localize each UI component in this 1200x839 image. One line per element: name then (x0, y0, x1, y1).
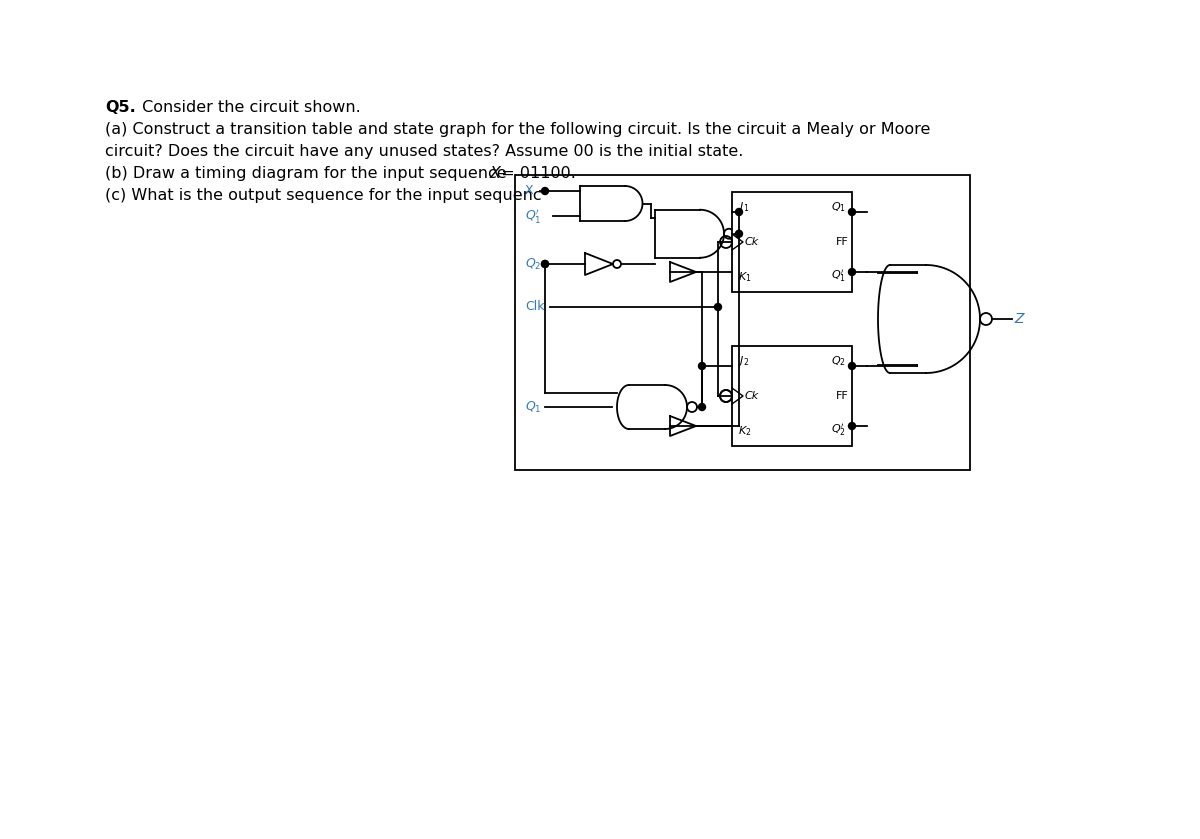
Text: Z: Z (1014, 312, 1024, 326)
Text: (c) What is the output sequence for the input sequenc: (c) What is the output sequence for the … (106, 188, 541, 203)
Bar (732, 346, 852, 446)
Circle shape (698, 404, 706, 410)
Circle shape (714, 304, 721, 310)
Bar (732, 192, 852, 292)
Text: (a) Construct a transition table and state graph for the following circuit. Is t: (a) Construct a transition table and sta… (106, 122, 930, 137)
Text: Q5.: Q5. (106, 100, 136, 115)
Text: $Q_1$: $Q_1$ (526, 399, 541, 414)
Circle shape (736, 230, 743, 237)
Text: FF: FF (836, 237, 850, 247)
Circle shape (736, 209, 743, 216)
Text: X: X (490, 166, 502, 181)
Text: circuit? Does the circuit have any unused states? Assume 00 is the initial state: circuit? Does the circuit have any unuse… (106, 144, 743, 159)
Text: $Q_1$: $Q_1$ (832, 200, 846, 214)
Circle shape (848, 268, 856, 275)
Text: (b) Draw a timing diagram for the input sequence: (b) Draw a timing diagram for the input … (106, 166, 511, 181)
Text: $Q_1'$: $Q_1'$ (832, 268, 846, 284)
Text: = 01100.: = 01100. (498, 166, 576, 181)
Circle shape (848, 362, 856, 369)
Text: Ck: Ck (745, 391, 760, 401)
Text: $Q_2$: $Q_2$ (832, 354, 846, 367)
Circle shape (698, 362, 706, 369)
Text: $K_1$: $K_1$ (738, 270, 751, 284)
Circle shape (541, 260, 548, 268)
Text: $J_2$: $J_2$ (738, 354, 749, 368)
Circle shape (848, 209, 856, 216)
Text: $Q_2'$: $Q_2'$ (832, 422, 846, 438)
Circle shape (848, 423, 856, 430)
Text: Ck: Ck (745, 237, 760, 247)
Bar (515, 175, 970, 470)
Text: X: X (526, 185, 534, 197)
Text: $J_1$: $J_1$ (738, 200, 749, 214)
Text: Clk: Clk (526, 300, 545, 314)
Text: $K_2$: $K_2$ (738, 425, 751, 438)
Text: $Q_1'$: $Q_1'$ (526, 207, 541, 225)
Circle shape (541, 187, 548, 195)
Text: $Q_2$: $Q_2$ (526, 257, 541, 272)
Text: FF: FF (836, 391, 850, 401)
Circle shape (541, 260, 548, 268)
Text: Consider the circuit shown.: Consider the circuit shown. (137, 100, 361, 115)
